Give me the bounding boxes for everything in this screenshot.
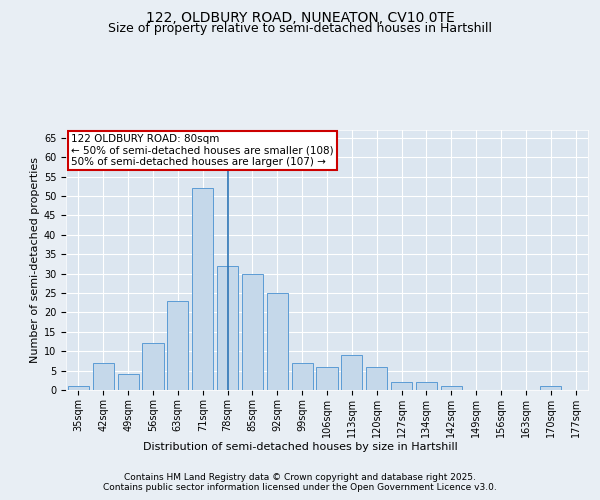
Bar	[540, 386, 561, 390]
Bar	[416, 382, 437, 390]
Bar	[192, 188, 213, 390]
Bar	[292, 363, 313, 390]
Bar	[267, 293, 288, 390]
Y-axis label: Number of semi-detached properties: Number of semi-detached properties	[29, 157, 40, 363]
Bar	[441, 386, 462, 390]
Text: Distribution of semi-detached houses by size in Hartshill: Distribution of semi-detached houses by …	[143, 442, 457, 452]
Text: Contains HM Land Registry data © Crown copyright and database right 2025.
Contai: Contains HM Land Registry data © Crown c…	[103, 472, 497, 492]
Text: 122 OLDBURY ROAD: 80sqm
← 50% of semi-detached houses are smaller (108)
50% of s: 122 OLDBURY ROAD: 80sqm ← 50% of semi-de…	[71, 134, 334, 167]
Bar	[341, 355, 362, 390]
Bar	[142, 344, 164, 390]
Bar	[366, 366, 387, 390]
Text: 122, OLDBURY ROAD, NUNEATON, CV10 0TE: 122, OLDBURY ROAD, NUNEATON, CV10 0TE	[146, 11, 454, 25]
Bar	[217, 266, 238, 390]
Bar	[118, 374, 139, 390]
Bar	[167, 300, 188, 390]
Bar	[68, 386, 89, 390]
Bar	[242, 274, 263, 390]
Bar	[316, 366, 338, 390]
Text: Size of property relative to semi-detached houses in Hartshill: Size of property relative to semi-detach…	[108, 22, 492, 35]
Bar	[93, 363, 114, 390]
Bar	[391, 382, 412, 390]
